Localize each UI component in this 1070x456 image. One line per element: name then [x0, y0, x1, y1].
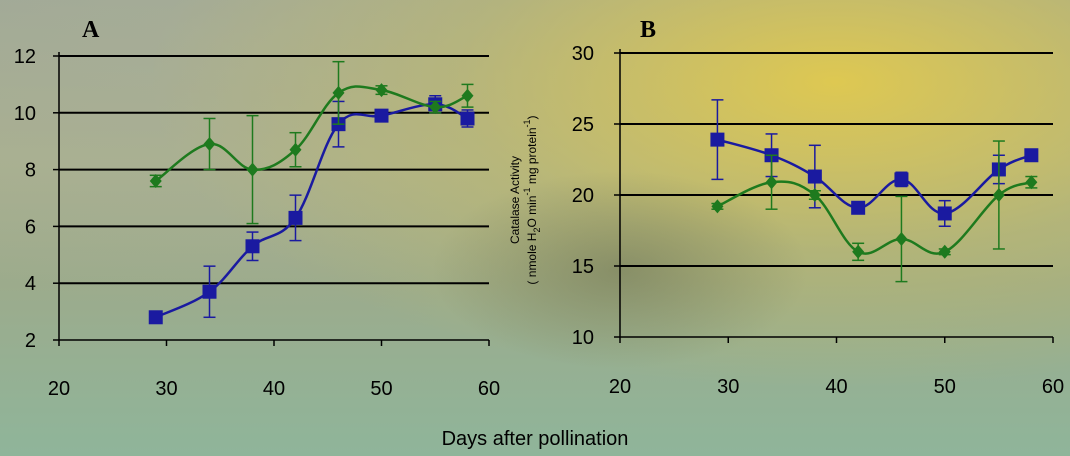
data-point-square-38: [245, 239, 260, 254]
y-tick-label-25: 25: [572, 114, 594, 136]
x-tick-label-60: 60: [1042, 376, 1064, 398]
panel-label-a: A: [82, 17, 100, 43]
data-point-square-46: [894, 172, 909, 187]
x-tick-label-40: 40: [825, 376, 847, 398]
data-point-square-58: [460, 111, 475, 126]
data-point-diamond-42: [289, 142, 302, 157]
data-point-diamond-42: [852, 244, 865, 259]
data-point-diamond-55: [992, 188, 1005, 202]
data-point-diamond-46: [332, 85, 345, 100]
y-tick-label-15: 15: [572, 256, 594, 278]
y-tick-label-20: 20: [572, 185, 594, 207]
data-point-diamond-34: [203, 137, 216, 152]
data-point-diamond-50: [938, 244, 951, 259]
data-point-diamond-46: [895, 232, 908, 247]
series-line-square: [717, 138, 1032, 215]
data-point-diamond-58: [1025, 175, 1038, 190]
data-point-square-29: [710, 132, 725, 147]
y-tick-label-30: 30: [572, 43, 594, 65]
data-point-square-34: [202, 284, 217, 299]
y-tick-label-12: 12: [14, 46, 36, 68]
data-point-diamond-38: [246, 162, 259, 177]
data-point-diamond-29: [711, 199, 724, 214]
data-point-diamond-34: [765, 175, 778, 190]
panel-label-b: B: [640, 17, 656, 43]
y-tick-label-6: 6: [25, 216, 36, 238]
x-tick-label-40: 40: [263, 378, 285, 400]
series-line-diamond: [155, 85, 469, 182]
y-tick-label-10: 10: [14, 103, 36, 125]
data-point-diamond-50: [375, 83, 388, 98]
y-axis-title-line1: Catalase Activity: [508, 156, 522, 244]
data-point-square-29: [148, 310, 163, 325]
x-tick-label-30: 30: [155, 378, 177, 400]
data-point-diamond-58: [461, 88, 474, 103]
x-tick-label-50: 50: [370, 378, 392, 400]
data-point-square-50: [374, 108, 389, 123]
data-point-diamond-29: [149, 173, 162, 188]
panel-a: 2 4 6 8 10 12 20 30 40 50 60 A: [14, 17, 500, 400]
data-point-square-50: [937, 206, 952, 221]
data-point-diamond-38: [808, 188, 821, 202]
x-tick-label-50: 50: [934, 376, 956, 398]
data-point-square-42: [851, 200, 866, 215]
data-point-diamond-55: [429, 100, 442, 115]
data-point-square-58: [1024, 148, 1039, 163]
series-line-diamond: [716, 180, 1032, 255]
y-tick-label-2: 2: [25, 330, 36, 352]
y-tick-label-8: 8: [25, 160, 36, 182]
panel-b: 10 15 20 25 30 20 30 40 50 60 B Catalase Activity( …: [508, 17, 1064, 398]
x-tick-label-30: 30: [717, 376, 739, 398]
x-tick-label-20: 20: [609, 376, 631, 398]
x-tick-label-20: 20: [48, 378, 70, 400]
y-axis-title-line2: ( nmole H2O min-1 mg protein-1): [522, 115, 542, 284]
y-tick-label-10: 10: [572, 327, 594, 349]
y-tick-label-4: 4: [25, 273, 36, 295]
data-point-square-42: [288, 210, 303, 225]
data-point-square-38: [807, 169, 822, 184]
x-tick-label-60: 60: [478, 378, 500, 400]
x-axis-title: Days after pollination: [441, 428, 629, 450]
